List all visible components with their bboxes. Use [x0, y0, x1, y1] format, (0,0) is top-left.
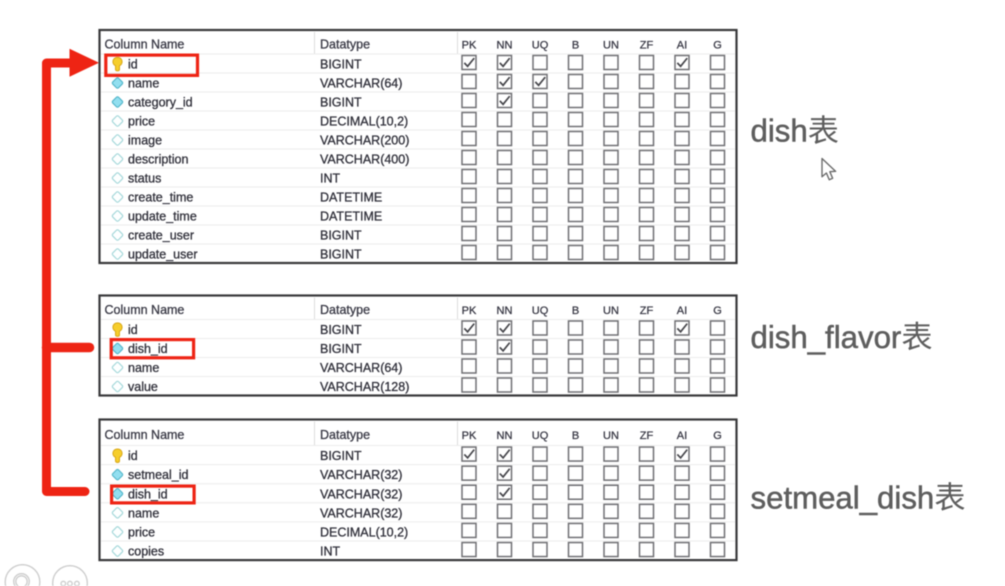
svg-text:UQ: UQ [532, 305, 549, 317]
svg-text:VARCHAR(32): VARCHAR(32) [320, 487, 402, 501]
svg-text:BIGINT: BIGINT [320, 96, 362, 110]
svg-text:Datatype: Datatype [320, 428, 370, 442]
svg-text:setmeal_id: setmeal_id [128, 468, 188, 482]
svg-text:setmeal_dish: setmeal_dish [751, 480, 935, 515]
svg-text:name: name [128, 506, 159, 520]
svg-text:G: G [713, 305, 722, 317]
svg-text:BIGINT: BIGINT [320, 449, 362, 463]
svg-text:DATETIME: DATETIME [320, 210, 382, 224]
svg-text:VARCHAR(200): VARCHAR(200) [320, 134, 409, 148]
svg-text:PK: PK [462, 305, 477, 317]
svg-text:UN: UN [603, 39, 619, 51]
svg-text:Datatype: Datatype [320, 37, 370, 51]
svg-text:id: id [128, 323, 138, 337]
svg-text:BIGINT: BIGINT [320, 342, 362, 356]
svg-text:G: G [713, 430, 722, 442]
svg-text:UQ: UQ [532, 430, 549, 442]
svg-text:ZF: ZF [640, 39, 654, 51]
svg-text:VARCHAR(64): VARCHAR(64) [320, 77, 402, 91]
svg-text:INT: INT [320, 545, 341, 559]
svg-text:VARCHAR(32): VARCHAR(32) [320, 468, 402, 482]
svg-text:update_time: update_time [128, 210, 197, 224]
svg-text:DECIMAL(10,2): DECIMAL(10,2) [320, 115, 408, 129]
svg-text:name: name [128, 361, 159, 375]
svg-text:category_id: category_id [128, 96, 193, 110]
svg-text:BIGINT: BIGINT [320, 248, 362, 262]
svg-text:Column Name: Column Name [105, 303, 185, 317]
svg-text:ZF: ZF [640, 305, 654, 317]
svg-text:create_time: create_time [128, 191, 193, 205]
svg-text:id: id [128, 58, 138, 72]
svg-text:VARCHAR(400): VARCHAR(400) [320, 153, 409, 167]
svg-text:BIGINT: BIGINT [320, 58, 362, 72]
svg-text:status: status [128, 172, 161, 186]
svg-text:VARCHAR(64): VARCHAR(64) [320, 361, 402, 375]
svg-text:UQ: UQ [532, 39, 549, 51]
svg-text:AI: AI [677, 430, 687, 442]
svg-text:dish_id: dish_id [128, 487, 168, 501]
svg-text:UN: UN [603, 305, 619, 317]
svg-text:description: description [128, 153, 188, 167]
svg-text:VARCHAR(32): VARCHAR(32) [320, 506, 402, 520]
svg-text:AI: AI [677, 305, 687, 317]
svg-text:UN: UN [603, 430, 619, 442]
svg-text:dish_id: dish_id [128, 342, 168, 356]
svg-text:VARCHAR(128): VARCHAR(128) [320, 380, 409, 394]
svg-text:Column Name: Column Name [105, 428, 185, 442]
svg-text:name: name [128, 77, 159, 91]
svg-text:id: id [128, 449, 138, 463]
svg-text:value: value [128, 380, 158, 394]
svg-text:PK: PK [462, 430, 477, 442]
svg-text:NN: NN [497, 39, 513, 51]
svg-text:Datatype: Datatype [320, 303, 370, 317]
svg-text:BIGINT: BIGINT [320, 323, 362, 337]
svg-text:Column Name: Column Name [105, 37, 185, 51]
svg-text:B: B [572, 39, 579, 51]
svg-text:create_user: create_user [128, 229, 194, 243]
svg-text:PK: PK [462, 39, 477, 51]
svg-text:NN: NN [497, 430, 513, 442]
svg-text:G: G [713, 39, 722, 51]
svg-text:price: price [128, 115, 155, 129]
svg-text:image: image [128, 134, 162, 148]
svg-text:copies: copies [128, 545, 164, 559]
svg-text:price: price [128, 525, 155, 539]
svg-text:dish: dish [751, 114, 808, 149]
svg-text:NN: NN [497, 305, 513, 317]
svg-text:DATETIME: DATETIME [320, 191, 382, 205]
svg-text:B: B [572, 430, 579, 442]
svg-text:INT: INT [320, 172, 341, 186]
svg-text:dish_flavor: dish_flavor [751, 320, 902, 355]
svg-text:AI: AI [677, 39, 687, 51]
svg-text:DECIMAL(10,2): DECIMAL(10,2) [320, 525, 408, 539]
svg-text:B: B [572, 305, 579, 317]
svg-text:update_user: update_user [128, 248, 198, 262]
svg-text:ZF: ZF [640, 430, 654, 442]
svg-text:BIGINT: BIGINT [320, 229, 362, 243]
